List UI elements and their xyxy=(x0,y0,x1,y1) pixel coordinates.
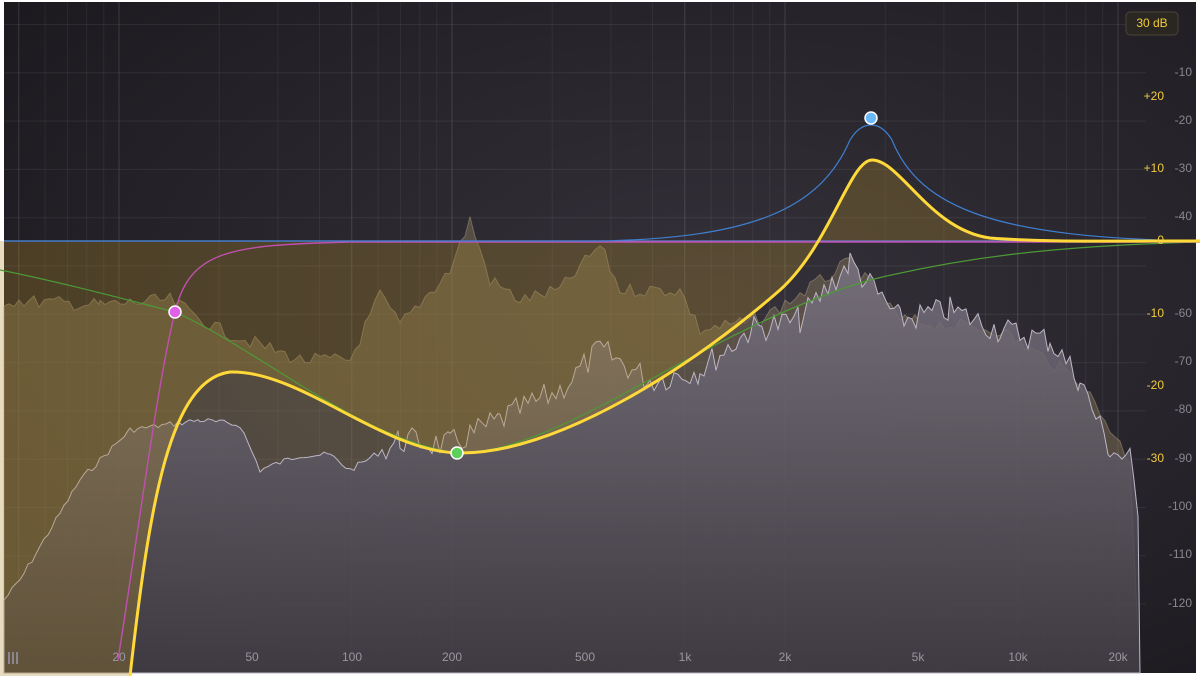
frequency-label: 1k xyxy=(679,650,693,664)
level-label: -90 xyxy=(1175,451,1193,465)
frequency-label: 20k xyxy=(1108,650,1128,664)
eq-curve xyxy=(128,158,1200,677)
range-button[interactable] xyxy=(1125,11,1179,36)
band-1-handle[interactable] xyxy=(168,305,182,319)
eq-fill xyxy=(0,160,1200,676)
post-spectrum xyxy=(3,252,1141,674)
level-label: -110 xyxy=(1169,547,1192,561)
frequency-label: 50 xyxy=(245,650,259,664)
range-button-label[interactable]: 30 dB xyxy=(1136,16,1167,30)
level-label: -40 xyxy=(1175,209,1193,223)
level-label: -20 xyxy=(1175,113,1193,127)
level-label: -10 xyxy=(1175,65,1193,79)
band-2-handle[interactable] xyxy=(450,446,464,460)
gain-label: -10 xyxy=(1147,306,1165,320)
level-label: -60 xyxy=(1175,306,1193,320)
meter-icon xyxy=(8,652,18,664)
band-3-curve xyxy=(4,124,1200,242)
gain-label: -20 xyxy=(1147,378,1165,392)
band-3-handle[interactable] xyxy=(864,111,878,125)
frequency-label: 10k xyxy=(1008,650,1028,664)
gain-label: +10 xyxy=(1144,161,1165,175)
gain-label: +20 xyxy=(1144,89,1165,103)
frequency-label: 100 xyxy=(342,650,362,664)
frequency-label: 2k xyxy=(779,650,793,664)
gain-label: 0 xyxy=(1157,233,1164,247)
level-label: -100 xyxy=(1168,499,1192,513)
frequency-label: 500 xyxy=(575,650,595,664)
level-label: -70 xyxy=(1175,354,1193,368)
frequency-label: 20 xyxy=(112,650,126,664)
level-label: -30 xyxy=(1175,161,1193,175)
level-label: -80 xyxy=(1175,402,1193,416)
gain-label: -30 xyxy=(1147,451,1165,465)
frequency-label: 5k xyxy=(912,650,926,664)
frequency-label: 200 xyxy=(442,650,462,664)
level-label: -120 xyxy=(1168,596,1192,610)
